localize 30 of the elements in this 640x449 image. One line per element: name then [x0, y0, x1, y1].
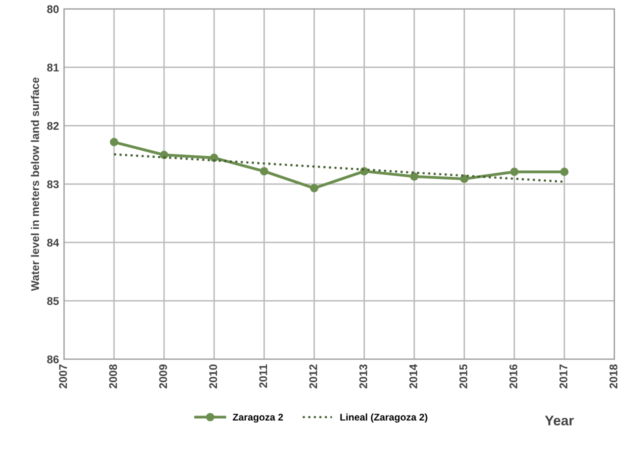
x-tick-label: 2015	[459, 364, 468, 388]
x-axis-title: Year	[544, 416, 574, 426]
x-tick-label: 2013	[359, 364, 368, 388]
x-tick-label: 2016	[509, 364, 518, 388]
y-tick-label: 80	[47, 5, 59, 14]
point	[260, 167, 268, 176]
y-tick-label: 86	[47, 355, 59, 364]
point	[110, 138, 118, 146]
x-tick-label: 2010	[209, 364, 218, 388]
x-tick-label: 2014	[409, 364, 418, 388]
x-tick-label: 2012	[309, 364, 318, 388]
x-tick-label: 2007	[59, 364, 67, 388]
y-tick-label: 83	[47, 180, 59, 188]
point	[310, 184, 318, 192]
legend-label: Zaragoza 2	[232, 414, 283, 423]
point	[410, 172, 418, 181]
x-tick-label: 2018	[610, 364, 618, 388]
x-tick-label: 2008	[109, 364, 118, 388]
y-tick-label: 81	[47, 64, 59, 72]
x-tick-label: 2017	[559, 364, 568, 388]
point	[510, 168, 518, 176]
y-tick-label: 82	[47, 122, 59, 130]
point	[560, 168, 569, 176]
x-tick-label: 2009	[159, 364, 168, 388]
point	[460, 174, 468, 184]
legend-label: Lineal (Zaragoza 2)	[340, 413, 428, 423]
x-tick-label: 2011	[259, 364, 268, 388]
y-tick-label: 84	[47, 238, 60, 247]
y-tick-label: 85	[47, 297, 59, 305]
y-axis-title: Water level in meters below land surface	[30, 78, 40, 291]
